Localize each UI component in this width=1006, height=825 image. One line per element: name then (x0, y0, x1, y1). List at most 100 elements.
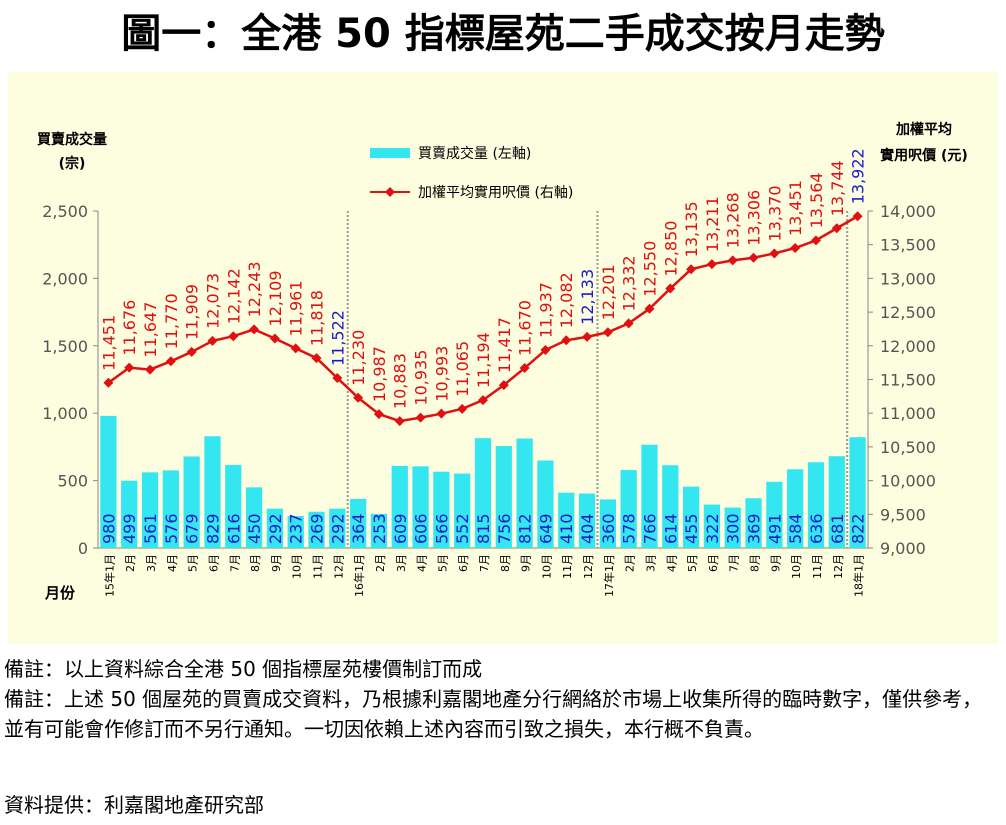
bar (245, 487, 263, 548)
bar-value-label: 616 (224, 513, 243, 544)
price-value-label: 10,987 (370, 346, 389, 402)
bar-value-label: 609 (391, 513, 410, 544)
price-point (498, 380, 509, 391)
right-tick-label: 11,000 (880, 404, 936, 423)
bar-value-label: 584 (786, 513, 805, 544)
x-tick-label: 15年1月 (102, 554, 116, 597)
bar (121, 480, 138, 548)
price-value-label: 11,770 (162, 293, 181, 349)
price-point (311, 353, 322, 364)
x-tick-label: 7月 (728, 554, 741, 572)
price-point (457, 403, 468, 414)
price-point (269, 333, 280, 344)
price-value-label: 12,550 (640, 241, 659, 297)
x-tick-label: 7月 (228, 554, 241, 572)
price-point (207, 335, 218, 346)
price-point (145, 364, 156, 375)
price-point (186, 346, 197, 357)
x-tick-label: 6月 (207, 554, 220, 572)
legend-line-label: 加權平均實用呎價 (右軸) (418, 184, 573, 201)
price-value-label: 13,370 (765, 185, 784, 241)
bar (682, 486, 700, 548)
price-value-label: 12,332 (620, 255, 639, 311)
bar (724, 507, 741, 548)
bar-value-label: 410 (557, 513, 576, 544)
x-tick-label: 16年1月 (352, 554, 366, 597)
price-point (124, 362, 135, 373)
price-point (436, 408, 447, 419)
x-tick-label: 2月 (374, 554, 387, 572)
x-tick-label: 12月 (832, 554, 845, 579)
price-value-label: 13,564 (807, 172, 826, 228)
bar (141, 472, 159, 548)
bar (787, 469, 804, 548)
price-value-label: 13,268 (724, 192, 743, 248)
price-point (540, 345, 551, 356)
line-group (103, 211, 863, 427)
price-value-label: 11,961 (287, 280, 306, 336)
x-tick-label: 8月 (499, 554, 512, 572)
bar-value-label: 499 (120, 513, 139, 544)
bar (412, 466, 429, 548)
price-point (602, 327, 613, 338)
price-value-label: 12,133 (578, 269, 597, 325)
bars-group (100, 415, 866, 548)
bar (641, 444, 658, 548)
bar-value-label: 292 (328, 513, 347, 544)
bar-value-label: 300 (724, 513, 743, 544)
chart-svg: 買賣成交量 (宗) 加權平均 實用呎價 (元) 月份 買賣成交量 (左軸) 加權… (37, 121, 968, 602)
bar-value-label: 269 (308, 513, 327, 544)
left-tick-label: 2,500 (42, 202, 88, 221)
price-value-label: 11,670 (516, 300, 535, 356)
price-point (561, 335, 572, 346)
bar-value-label: 606 (412, 513, 431, 544)
bar-value-label: 450 (245, 513, 264, 544)
x-tick-label: 4月 (416, 554, 429, 572)
x-tick-label: 3月 (644, 554, 657, 572)
bar-value-label: 636 (807, 513, 826, 544)
price-value-label: 11,194 (474, 332, 493, 388)
bar-value-label: 561 (141, 513, 160, 544)
bar-value-label: 614 (661, 513, 680, 544)
price-point (478, 395, 488, 406)
price-value-label: 11,522 (328, 310, 347, 366)
bar (433, 471, 450, 548)
price-value-label: 13,451 (786, 180, 805, 236)
bar (391, 465, 408, 548)
bar (620, 470, 637, 548)
price-value-label: 11,647 (141, 302, 160, 358)
bar (370, 513, 388, 548)
price-point (831, 223, 842, 234)
legend-bar-label: 買賣成交量 (左軸) (418, 145, 531, 162)
price-value-label: 11,818 (308, 290, 327, 346)
bar-value-label: 829 (203, 513, 222, 544)
axes-group: 0 500 1,000 1,500 2,000 2,500 9,000 9,500 10,000… (42, 202, 936, 558)
x-tick-label: 12月 (332, 554, 345, 579)
x-tick-label: 2月 (624, 554, 637, 572)
price-point (706, 259, 717, 270)
price-point (165, 356, 176, 367)
bar-value-label: 578 (620, 513, 639, 544)
x-tick-label: 6月 (457, 554, 470, 572)
bar-value-label: 369 (745, 513, 764, 544)
bar (474, 438, 492, 548)
price-point (249, 324, 260, 335)
bar (599, 499, 616, 548)
bar-value-label: 322 (703, 513, 722, 544)
bar (578, 493, 596, 548)
price-point (353, 392, 364, 403)
left-tick-label: 2,000 (42, 269, 88, 288)
right-axis-title-line2: 實用呎價 (元) (880, 147, 968, 164)
bar-value-label: 812 (516, 513, 535, 544)
note-1: 備註：以上資料綜合全港 50 個指標屋苑樓價制訂而成 (4, 657, 483, 681)
bar (516, 438, 533, 548)
bar (287, 516, 304, 548)
bar (100, 415, 117, 548)
x-tick-label: 10月 (291, 554, 304, 579)
price-value-label: 13,744 (828, 160, 847, 216)
price-point (332, 373, 343, 384)
bar (849, 437, 866, 548)
right-tick-label: 9,500 (880, 505, 926, 524)
x-tick-label: 5月 (436, 554, 449, 572)
bar-value-label: 576 (162, 513, 181, 544)
